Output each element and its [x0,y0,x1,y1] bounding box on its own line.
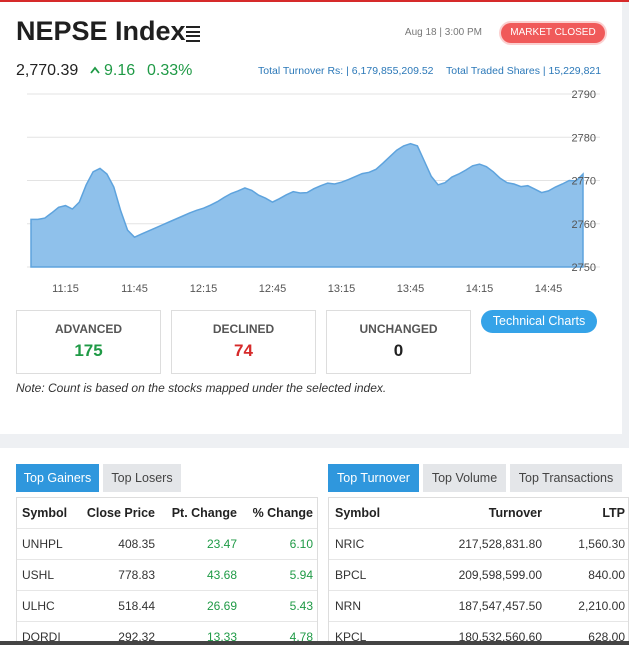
symbol-cell[interactable]: DORDI [22,630,61,644]
change-points: 9.16 [104,62,136,79]
unchanged-label: UNCHANGED [359,322,438,336]
column-header-turnover[interactable]: Turnover [488,506,542,520]
ltp-cell: 840.00 [588,568,625,582]
table-row[interactable]: BPCL 209,598,599.00 840.00 [329,560,628,591]
declined-label: DECLINED [212,322,275,336]
pct-change-cell: 6.10 [289,537,313,551]
y-tick-label: 2780 [572,132,596,144]
column-header-ltp[interactable]: LTP [602,506,625,520]
index-value: 2,770.39 [16,62,79,79]
table-row[interactable]: NRN 187,547,457.50 2,210.00 [329,591,628,622]
tab-top-losers[interactable]: Top Losers [103,464,181,492]
turnover-cell: 209,598,599.00 [458,568,542,582]
chart-area-series [30,142,584,268]
pt-change-cell: 13.33 [206,630,237,644]
table-row[interactable]: ULHC 518.44 26.69 5.43 [17,591,317,622]
x-tick-label: 14:15 [466,283,494,295]
column-header-pt-change[interactable]: Pt. Change [171,506,237,520]
x-tick-label: 12:15 [190,283,218,295]
table-row[interactable]: NRIC 217,528,831.80 1,560.30 [329,529,628,560]
ltp-cell: 2,210.00 [578,599,625,613]
x-tick-label: 11:15 [52,283,79,295]
tab-top-transactions[interactable]: Top Transactions [510,464,622,492]
pct-change-cell: 5.43 [289,599,313,613]
x-tick-label: 11:45 [121,283,148,295]
up-arrow-icon [90,66,100,74]
top-turnover-table: Symbol Turnover LTP NRIC 217,528,831.80 … [328,497,629,645]
symbol-cell[interactable]: UNHPL [22,537,63,551]
pt-change-cell: 43.68 [206,568,237,582]
close-price-cell: 778.83 [118,568,155,582]
tab-top-turnover[interactable]: Top Turnover [328,464,419,492]
y-tick-label: 2790 [572,89,596,101]
symbol-cell[interactable]: BPCL [335,568,367,582]
change-percent: 0.33% [147,62,193,79]
index-chart: 2750 2760 2770 2780 2790 11:15 11:45 12:15 12:45… [27,89,600,295]
column-header-symbol[interactable]: Symbol [335,506,381,520]
page-title: NEPSE Index [16,16,186,46]
advanced-count: 175 [74,341,103,360]
ltp-cell: 628.00 [588,630,625,644]
column-header-symbol[interactable]: Symbol [22,506,68,520]
table-row[interactable]: UNHPL 408.35 23.47 6.10 [17,529,317,560]
column-header-close-price[interactable]: Close Price [86,506,155,520]
x-tick-label: 12:45 [259,283,287,295]
table-row[interactable]: USHL 778.83 43.68 5.94 [17,560,317,591]
pct-change-cell: 4.78 [289,630,313,644]
ltp-cell: 1,560.30 [578,537,625,551]
close-price-cell: 292.32 [118,630,155,644]
tab-top-gainers[interactable]: Top Gainers [16,464,99,492]
y-tick-label: 2750 [572,262,596,274]
turnover-cell: 180,532,560.60 [458,630,542,644]
x-tick-label: 14:45 [535,283,563,295]
table-header-row: Symbol Turnover LTP [329,498,628,529]
turnover-cell: 187,547,457.50 [458,599,542,613]
table-row[interactable]: KPCL 180,532,560.60 628.00 [329,622,628,645]
column-header-pct-change[interactable]: % Change [252,506,313,520]
pct-change-cell: 5.94 [289,568,313,582]
turnover-cell: 217,528,831.80 [458,537,542,551]
y-tick-label: 2770 [572,176,596,188]
x-tick-label: 13:15 [328,283,356,295]
close-price-cell: 408.35 [118,537,155,551]
x-tick-label: 13:45 [397,283,425,295]
technical-charts-button[interactable]: Technical Charts [481,310,597,333]
count-note: Note: Count is based on the stocks mappe… [16,381,387,395]
advanced-box: ADVANCED 175 [16,310,161,374]
tab-top-volume[interactable]: Top Volume [423,464,506,492]
top-gainers-table: Symbol Close Price Pt. Change % Change U… [16,497,318,645]
unchanged-count: 0 [393,341,404,360]
advanced-label: ADVANCED [54,322,123,336]
symbol-cell[interactable]: NRN [335,599,361,613]
symbol-cell[interactable]: KPCL [335,630,367,644]
market-datetime: Aug 18 | 3:00 PM [404,27,482,38]
pt-change-cell: 23.47 [206,537,237,551]
symbol-cell[interactable]: ULHC [22,599,55,613]
close-price-cell: 518.44 [118,599,155,613]
symbol-cell[interactable]: NRIC [335,537,365,551]
declined-count: 74 [234,341,253,360]
table-row[interactable]: DORDI 292.32 13.33 4.78 [17,622,317,645]
table-header-row: Symbol Close Price Pt. Change % Change [17,498,317,529]
y-tick-label: 2760 [572,219,596,231]
declined-box: DECLINED 74 [171,310,316,374]
horizontal-scrollbar[interactable] [0,641,629,645]
unchanged-box: UNCHANGED 0 [326,310,471,374]
top-accent-line [0,0,629,2]
total-traded-shares: Total Traded Shares | 15,229,821 [446,65,602,77]
pt-change-cell: 26.69 [206,599,237,613]
total-turnover: Total Turnover Rs: | 6,179,855,209.52 [258,65,434,77]
symbol-cell[interactable]: USHL [22,568,55,582]
market-status-badge: MARKET CLOSED [501,23,605,43]
menu-icon[interactable] [186,26,200,42]
